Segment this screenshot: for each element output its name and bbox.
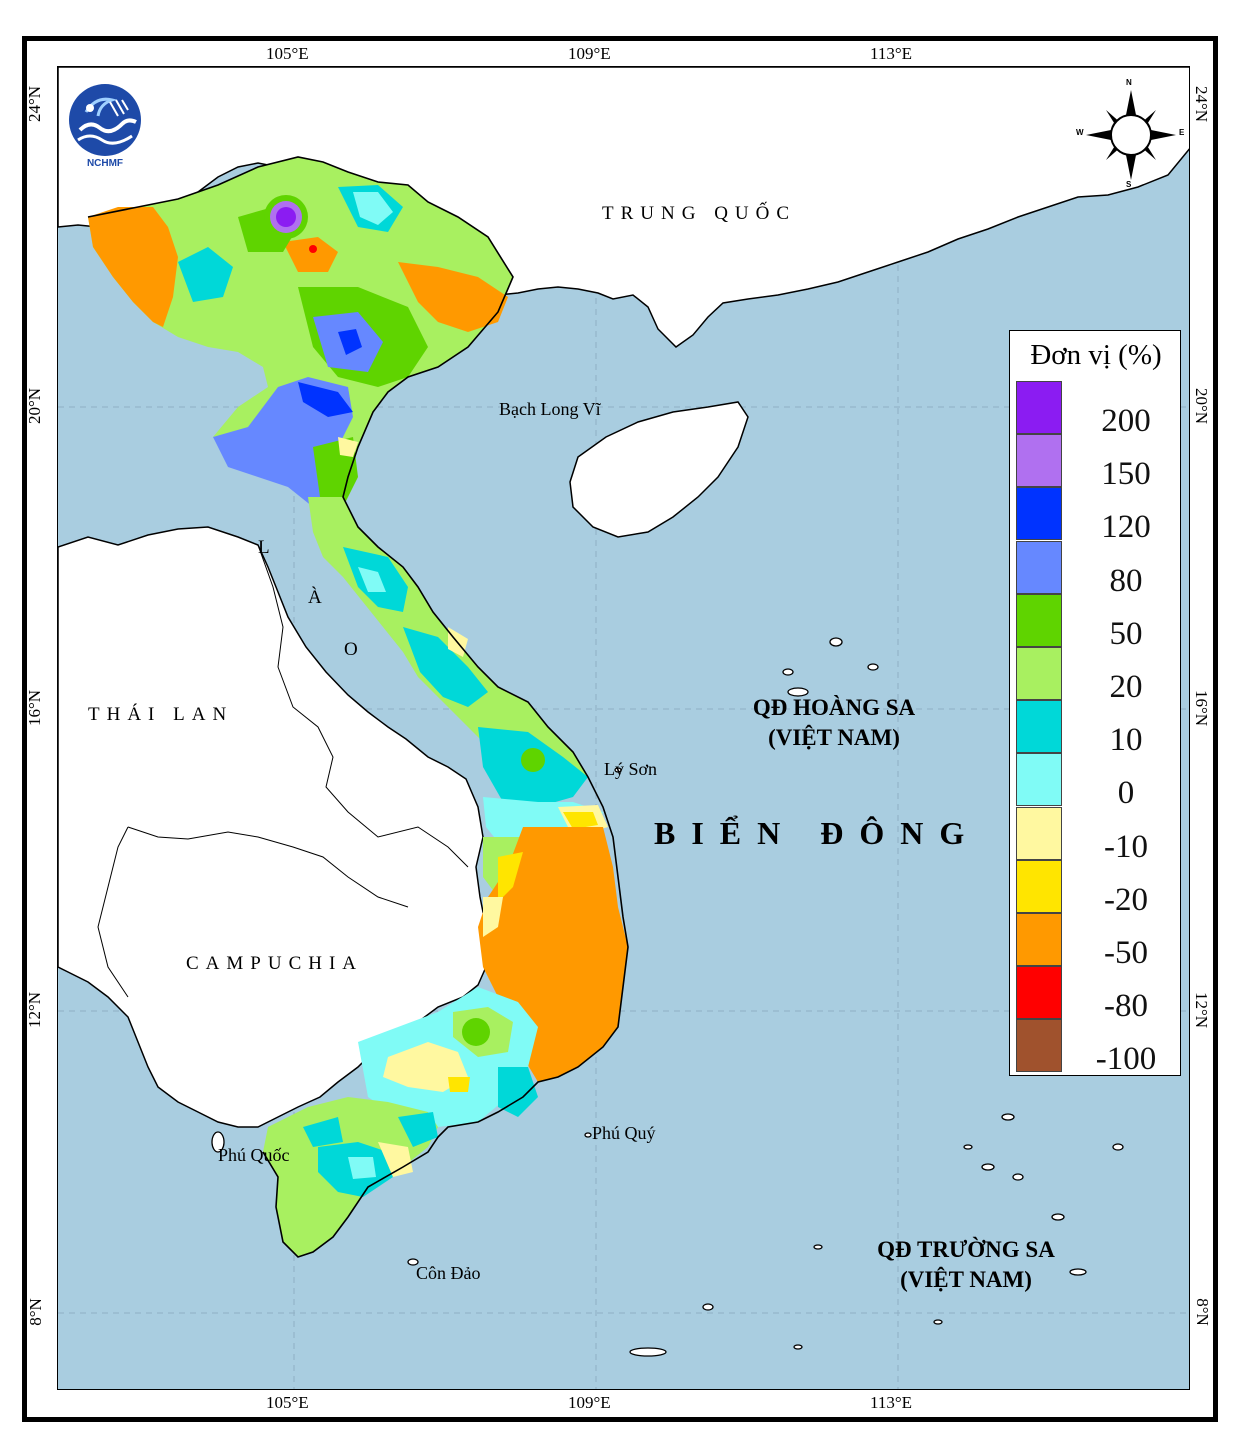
lon-bottom-105: 105°E bbox=[266, 1393, 309, 1412]
islands bbox=[211, 637, 1124, 1357]
legend-label: 10 bbox=[1109, 722, 1143, 759]
label-bien-dong: BIỂN ĐÔNG bbox=[654, 815, 981, 851]
lat-right-12: 12°N bbox=[1192, 991, 1212, 1029]
lat-right-20: 20°N bbox=[1192, 387, 1212, 425]
legend-swatch bbox=[1016, 859, 1062, 913]
legend-swatch bbox=[1016, 700, 1062, 754]
compass-e: E bbox=[1179, 128, 1185, 137]
label-truong-sa-line2: (VIỆT NAM) bbox=[900, 1267, 1032, 1292]
compass-icon bbox=[1086, 90, 1176, 180]
legend-swatch bbox=[1016, 487, 1062, 541]
legend-label: 0 bbox=[1117, 775, 1135, 812]
map-area: TRUNG QUỐC L À O THÁI LAN CAMPUCHIA BIỂN… bbox=[57, 66, 1190, 1390]
legend-swatch bbox=[1016, 540, 1062, 594]
label-bach-long-vi: Bạch Long Vĩ bbox=[499, 399, 601, 419]
logo-text: NCHMF bbox=[86, 158, 124, 169]
legend-swatch bbox=[1016, 593, 1062, 647]
legend-label: -20 bbox=[1104, 881, 1148, 918]
lat-right-8: 8°N bbox=[1192, 1298, 1212, 1326]
legend-label: -80 bbox=[1104, 988, 1148, 1025]
legend-label: -50 bbox=[1104, 935, 1148, 971]
label-lao-l: L bbox=[258, 537, 277, 558]
lon-top-113: 113°E bbox=[870, 44, 913, 63]
legend-swatch bbox=[1016, 1019, 1062, 1073]
label-campuchia: CAMPUCHIA bbox=[186, 953, 364, 974]
lat-left-8: 8°N bbox=[25, 1298, 45, 1326]
legend-label: 50 bbox=[1109, 615, 1143, 652]
label-hoang-sa-line2: (VIỆT NAM) bbox=[768, 725, 900, 750]
vietnam-rainfall-field bbox=[88, 157, 628, 1257]
compass-s: S bbox=[1126, 180, 1132, 189]
vietnam-outline bbox=[87, 156, 629, 1258]
lat-left-12: 12°N bbox=[25, 991, 45, 1029]
legend-label: 80 bbox=[1109, 562, 1143, 599]
legend-swatch bbox=[1016, 381, 1062, 434]
country-borders bbox=[97, 544, 469, 998]
compass-n: N bbox=[1126, 78, 1132, 87]
label-phu-quy: Phú Quý bbox=[592, 1123, 656, 1143]
lat-right-16: 16°N bbox=[1192, 689, 1212, 727]
lat-right-24: 24°N bbox=[1192, 85, 1212, 123]
nchmf-logo-icon bbox=[69, 84, 141, 156]
legend-label: -100 bbox=[1095, 1041, 1157, 1078]
legend-label: 20 bbox=[1109, 669, 1143, 705]
label-truong-sa-line1: QĐ TRƯỜNG SA bbox=[877, 1237, 1055, 1262]
legend-label: 120 bbox=[1101, 509, 1151, 546]
label-truong-sa: QĐ TRƯỜNG SA (VIỆT NAM) bbox=[856, 1235, 1076, 1295]
legend-swatch bbox=[1016, 753, 1062, 807]
label-con-dao: Côn Đảo bbox=[416, 1263, 481, 1283]
lon-top-109: 109°E bbox=[568, 44, 611, 63]
legend-label: 200 bbox=[1101, 403, 1151, 439]
legend-label: -10 bbox=[1104, 828, 1148, 865]
compass-w: W bbox=[1076, 128, 1084, 137]
lon-top-105: 105°E bbox=[266, 44, 309, 63]
hainan-island bbox=[569, 401, 749, 538]
lat-left-24: 24°N bbox=[25, 85, 45, 123]
legend-swatch bbox=[1016, 913, 1062, 966]
label-phu-quoc: Phú Quốc bbox=[218, 1145, 290, 1165]
legend-swatch bbox=[1016, 806, 1062, 860]
lon-bottom-109: 109°E bbox=[568, 1393, 611, 1412]
label-hoang-sa: QĐ HOÀNG SA (VIỆT NAM) bbox=[734, 693, 934, 753]
map-canvas bbox=[58, 67, 1189, 1389]
lat-left-20: 20°N bbox=[25, 387, 45, 425]
label-trung-quoc: TRUNG QUỐC bbox=[602, 203, 797, 224]
nchmf-logo: NCHMF bbox=[66, 82, 144, 172]
label-hoang-sa-line1: QĐ HOÀNG SA bbox=[752, 695, 916, 720]
legend-swatch bbox=[1016, 647, 1062, 700]
label-ly-son: Lý Sơn bbox=[604, 759, 658, 779]
lon-bottom-113: 113°E bbox=[870, 1393, 913, 1412]
china-land bbox=[58, 67, 1189, 348]
compass-rose: N S W E bbox=[1076, 78, 1186, 190]
label-thai-lan: THÁI LAN bbox=[88, 704, 234, 725]
legend-swatch bbox=[1016, 434, 1062, 488]
label-lao-a: À bbox=[308, 587, 329, 608]
lat-left-16: 16°N bbox=[25, 689, 45, 727]
legend-title: Đơn vị (%) bbox=[1030, 339, 1162, 371]
legend-label: 150 bbox=[1101, 456, 1151, 493]
label-lao-o: O bbox=[344, 639, 365, 660]
legend: Đơn vị (%) 200 150 120 80 50 20 10 0 -10 -20 -50 -8… bbox=[1009, 330, 1181, 1078]
legend-swatch bbox=[1016, 966, 1062, 1020]
